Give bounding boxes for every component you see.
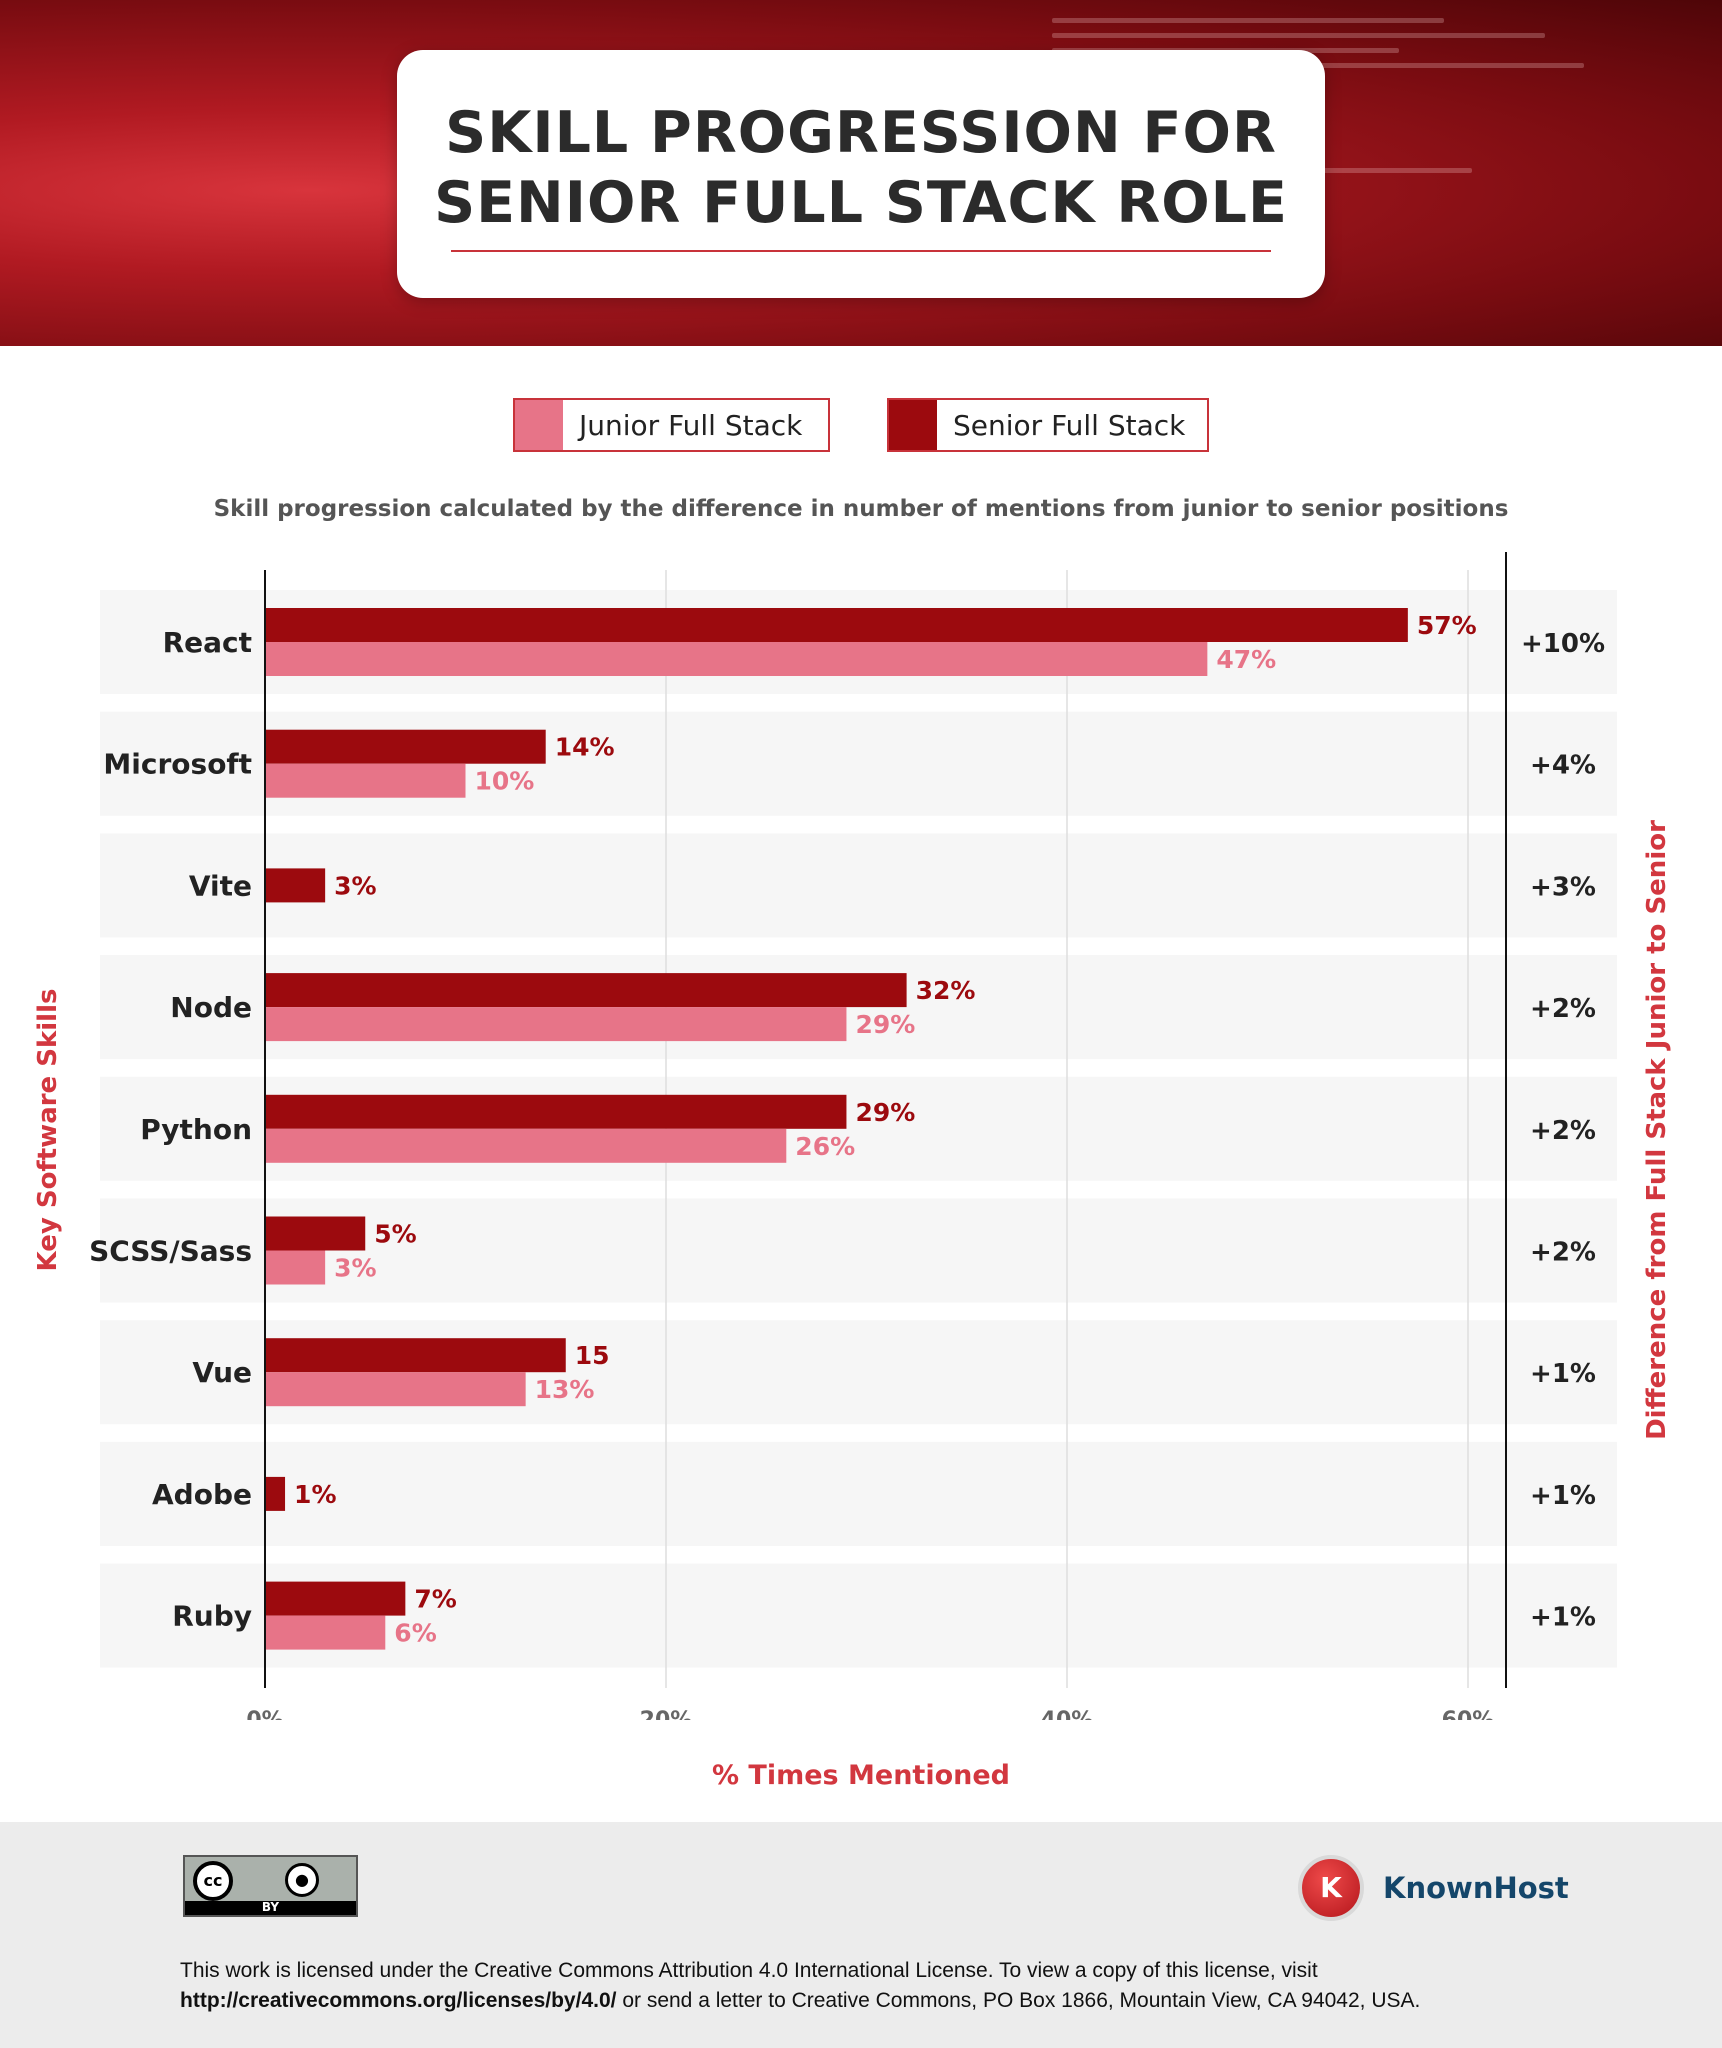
- bar-junior: [265, 1615, 386, 1650]
- row-band: [100, 833, 1617, 938]
- bar-label-junior: 29%: [855, 1010, 915, 1039]
- x-tick-label: 0%: [246, 1708, 283, 1720]
- bar-senior: [265, 1338, 566, 1373]
- bar-label-senior: 29%: [855, 1098, 915, 1127]
- category-label: React: [163, 626, 252, 659]
- legend-senior-label: Senior Full Stack: [953, 408, 1186, 442]
- bar-junior: [265, 763, 466, 798]
- bar-junior: [265, 1372, 526, 1407]
- bar-chart: 57% 47% React +10% 14% 10% Microsoft +4% 3% Vite +…: [89, 552, 1617, 1720]
- x-tick-label: 20%: [640, 1708, 693, 1720]
- bar-senior: [265, 1581, 406, 1616]
- bar-label-senior: 7%: [414, 1585, 456, 1614]
- bar-senior: [265, 1094, 847, 1129]
- page-title: SKILL PROGRESSION FOR SENIOR FULL STACK …: [397, 98, 1325, 238]
- person-icon: ●: [285, 1863, 319, 1897]
- bar-senior: [265, 729, 546, 764]
- row-band: [100, 1441, 1617, 1546]
- bar-senior: [265, 973, 907, 1008]
- bar-junior: [265, 642, 1208, 676]
- by-label: BY: [261, 1900, 280, 1914]
- difference-label: +1%: [1530, 1359, 1596, 1389]
- title-line-2: SENIOR FULL STACK ROLE: [434, 170, 1288, 236]
- category-label: Adobe: [152, 1478, 252, 1511]
- title-underline: [451, 250, 1271, 252]
- bar-junior: [265, 1250, 326, 1285]
- category-label: Microsoft: [103, 748, 252, 781]
- cc-icon: cc: [193, 1861, 233, 1901]
- bar-label-junior: 47%: [1216, 645, 1276, 674]
- y-axis-label-left: Key Software Skills: [33, 988, 63, 1272]
- bar-label-senior: 15: [575, 1341, 610, 1370]
- legend-junior-label: Junior Full Stack: [579, 408, 803, 442]
- bar-senior: [265, 608, 1408, 642]
- bar-senior: [265, 1216, 366, 1251]
- chart-subtitle: Skill progression calculated by the diff…: [213, 496, 1509, 522]
- bar-label-senior: 32%: [916, 976, 976, 1005]
- difference-label: +2%: [1530, 1116, 1596, 1146]
- license-text: This work is licensed under the Creative…: [180, 1956, 1550, 2016]
- bar-label-senior: 14%: [555, 733, 615, 762]
- category-label: Ruby: [172, 1600, 252, 1633]
- title-line-1: SKILL PROGRESSION FOR: [445, 100, 1277, 166]
- bar-label-senior: 5%: [374, 1220, 416, 1249]
- bar-label-junior: 10%: [475, 767, 535, 796]
- difference-label: +1%: [1530, 1481, 1596, 1511]
- x-axis-label: % Times Mentioned: [711, 1760, 1010, 1791]
- knownhost-logo-icon: K: [1298, 1855, 1364, 1921]
- difference-label: +4%: [1530, 751, 1596, 781]
- legend-senior-swatch: [889, 400, 937, 450]
- difference-label: +3%: [1530, 872, 1596, 902]
- cc-by-badge: cc ● BY: [183, 1855, 358, 1917]
- legend-junior-swatch: [515, 400, 563, 450]
- bar-junior: [265, 1007, 847, 1042]
- title-card: SKILL PROGRESSION FOR SENIOR FULL STACK …: [397, 50, 1325, 298]
- category-label: Node: [170, 991, 252, 1024]
- bar-label-junior: 26%: [795, 1132, 855, 1161]
- category-label: SCSS/Sass: [89, 1235, 252, 1268]
- bar-senior: [265, 1476, 286, 1511]
- difference-label: +2%: [1530, 1238, 1596, 1268]
- brand-name: KnownHost: [1383, 1871, 1569, 1905]
- category-label: Vue: [192, 1356, 252, 1389]
- legend-junior: Junior Full Stack: [513, 398, 830, 452]
- bar-senior: [265, 868, 326, 903]
- license-link[interactable]: http://creativecommons.org/licenses/by/4…: [180, 1989, 617, 2012]
- difference-label: +2%: [1530, 994, 1596, 1024]
- bar-label-junior: 13%: [535, 1375, 595, 1404]
- bar-label-senior: 1%: [294, 1480, 336, 1509]
- x-tick-label: 40%: [1041, 1708, 1094, 1720]
- y-axis-label-right: Difference from Full Stack Junior to Sen…: [1642, 820, 1672, 1440]
- bar-label-junior: 3%: [334, 1254, 376, 1283]
- category-label: Vite: [189, 869, 252, 902]
- bar-label-senior: 57%: [1417, 611, 1477, 640]
- difference-label: +1%: [1530, 1603, 1596, 1633]
- bar-label-junior: 6%: [394, 1619, 436, 1648]
- license-text-part2: or send a letter to Creative Commons, PO…: [616, 1989, 1421, 2012]
- x-tick-label: 60%: [1442, 1708, 1495, 1720]
- category-label: Python: [140, 1113, 252, 1146]
- legend-senior: Senior Full Stack: [887, 398, 1209, 452]
- bar-junior: [265, 1128, 787, 1163]
- difference-label: +10%: [1521, 629, 1605, 659]
- license-text-part1: This work is licensed under the Creative…: [180, 1959, 1318, 1982]
- bar-label-senior: 3%: [334, 871, 376, 900]
